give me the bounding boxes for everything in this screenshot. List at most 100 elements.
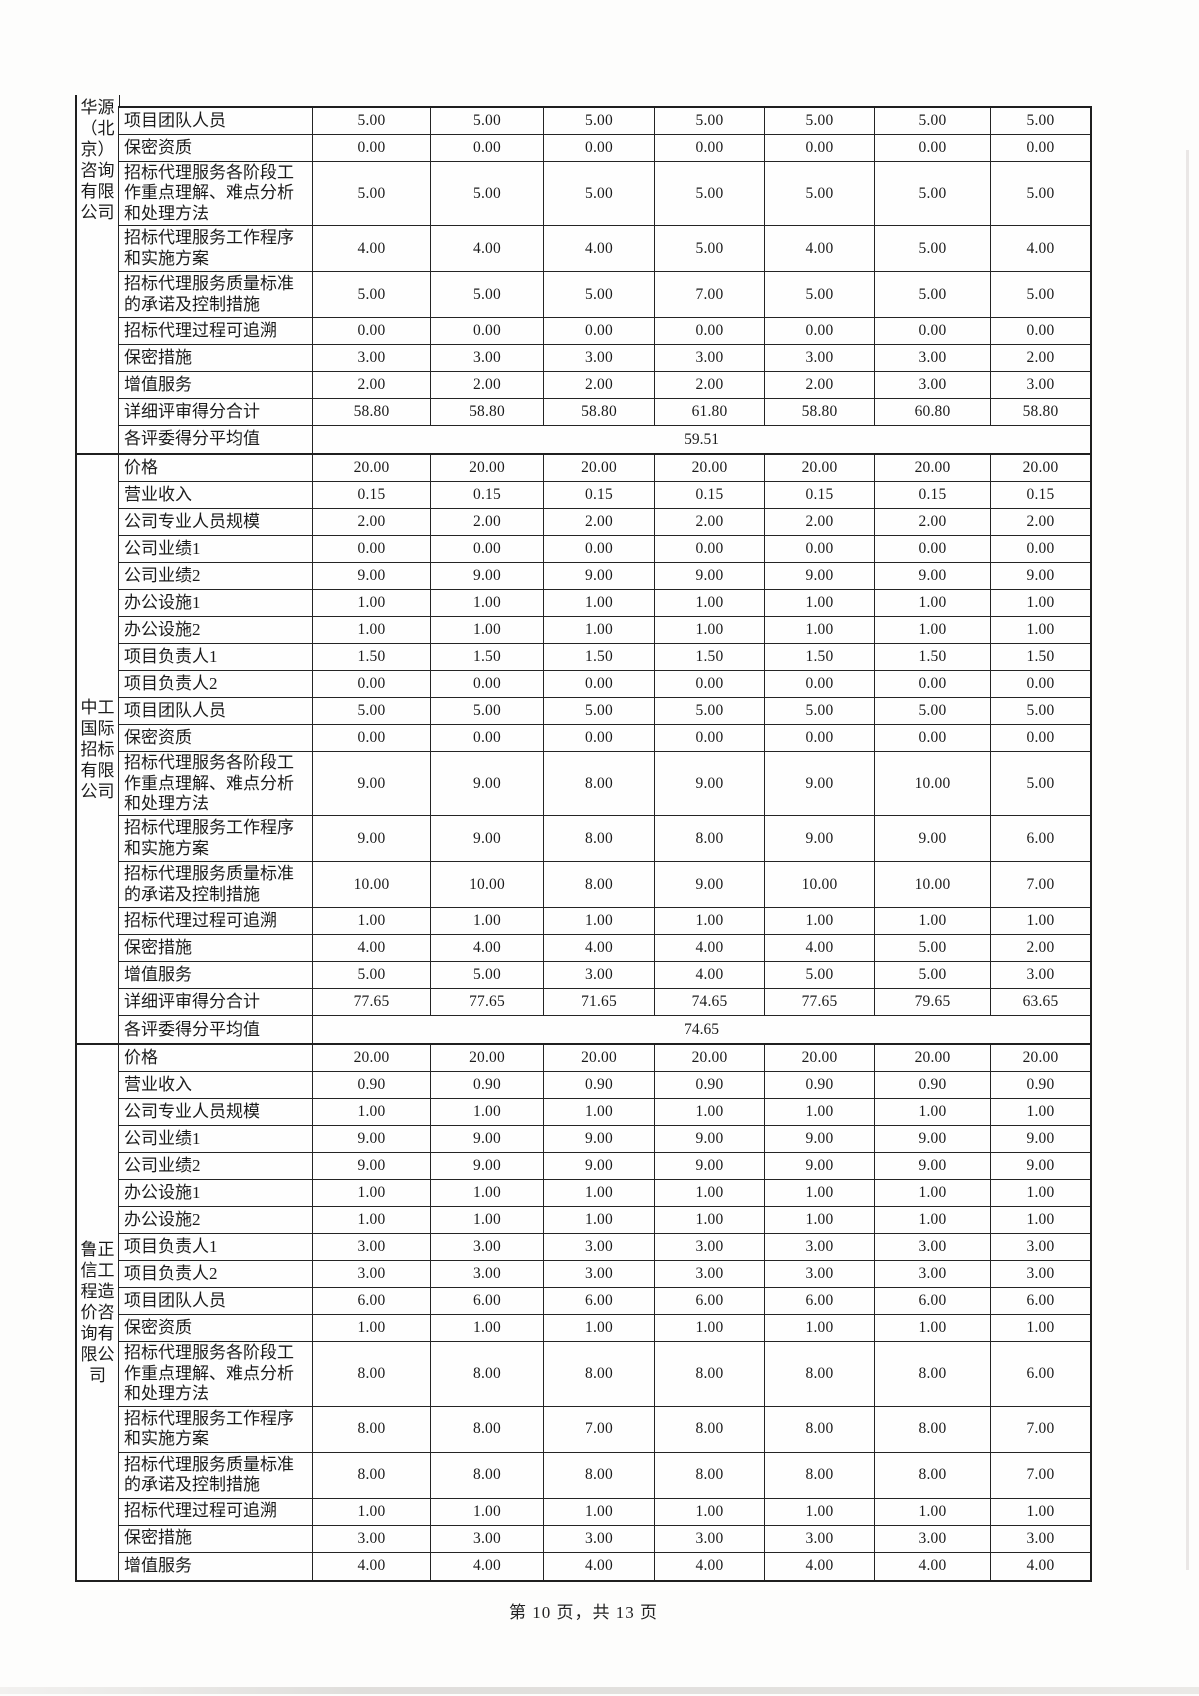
score-cell: 1.00 bbox=[655, 617, 765, 644]
score-cell: 0.00 bbox=[875, 536, 991, 563]
average-score: 59.51 bbox=[684, 430, 719, 448]
table-row: 招标代理服务质量标准的承诺及控制措施 10.00 10.00 8.00 9.00 10.0… bbox=[119, 862, 1090, 909]
score-cell: 20.00 bbox=[1022, 1049, 1059, 1067]
table-row: 公司专业人员规模 1.00 1.00 1.00 1.00 1.00 1.00 1.00 bbox=[119, 1099, 1090, 1127]
criteria-label: 招标代理过程可追溯 bbox=[119, 908, 313, 935]
score-cell: 9.00 bbox=[765, 1126, 875, 1153]
score-cell: 9.00 bbox=[1026, 1130, 1055, 1148]
score-cell: 1.00 bbox=[431, 617, 544, 644]
score-cell: 1.00 bbox=[1026, 594, 1055, 612]
score-cell: 0.00 bbox=[655, 135, 765, 161]
section-rows: 价格 20.00 20.00 20.00 20.00 20.00 20.00 20.00 营业收… bbox=[119, 1045, 1090, 1580]
table-row: 项目团队人员 6.00 6.00 6.00 6.00 6.00 6.00 6.00 bbox=[119, 1288, 1090, 1316]
score-cell: 1.00 bbox=[655, 1180, 765, 1207]
score-cell: 1.00 bbox=[544, 590, 655, 617]
score-cell: 20.00 bbox=[875, 1045, 991, 1072]
criteria-label: 保密措施 bbox=[119, 1525, 313, 1552]
score-cell: 1.00 bbox=[431, 1207, 544, 1234]
score-cell: 0.15 bbox=[655, 482, 765, 509]
score-cell: 3.00 bbox=[544, 345, 655, 372]
score-cell: 5.00 bbox=[431, 272, 544, 318]
score-cell: 0.15 bbox=[431, 482, 544, 509]
table-row: 保密措施 3.00 3.00 3.00 3.00 3.00 3.00 2.00 bbox=[119, 345, 1090, 373]
company-name: 中工 国际 招标 有限 公司 bbox=[80, 697, 115, 801]
score-cell: 3.00 bbox=[1026, 376, 1055, 394]
score-cell: 6.00 bbox=[544, 1288, 655, 1315]
score-cell: 20.00 bbox=[431, 455, 544, 482]
score-cell: 2.00 bbox=[313, 372, 431, 399]
score-cell: 1.00 bbox=[875, 908, 991, 935]
score-cell: 4.00 bbox=[655, 962, 765, 989]
table-row: 招标代理过程可追溯 0.00 0.00 0.00 0.00 0.00 0.00 0.00 bbox=[119, 318, 1090, 346]
score-cell: 3.00 bbox=[875, 1261, 991, 1288]
score-cell: 3.00 bbox=[765, 1234, 875, 1261]
score-cell: 0.00 bbox=[875, 725, 991, 752]
score-cell: 2.00 bbox=[313, 509, 431, 536]
table-row: 价格 20.00 20.00 20.00 20.00 20.00 20.00 20.00 bbox=[119, 455, 1090, 483]
table-row: 招标代理过程可追溯 1.00 1.00 1.00 1.00 1.00 1.00 1.00 bbox=[119, 1498, 1090, 1526]
score-cell: 3.00 bbox=[431, 345, 544, 372]
criteria-label: 办公设施2 bbox=[119, 617, 313, 644]
table-row: 招标代理服务工作程序和实施方案 4.00 4.00 4.00 5.00 4.00 5.00 4… bbox=[119, 226, 1090, 273]
score-cell: 9.00 bbox=[655, 1126, 765, 1153]
score-cell: 1.50 bbox=[313, 644, 431, 671]
table-row: 详细评审得分合计 58.80 58.80 58.80 61.80 58.80 60.80 58… bbox=[119, 399, 1090, 427]
score-cell: 9.00 bbox=[1026, 1157, 1055, 1175]
score-cell: 20.00 bbox=[655, 1045, 765, 1072]
score-cell: 0.90 bbox=[313, 1072, 431, 1099]
table-row: 公司业绩2 9.00 9.00 9.00 9.00 9.00 9.00 9.00 bbox=[119, 1153, 1090, 1181]
score-cell: 3.00 bbox=[655, 345, 765, 372]
score-cell: 9.00 bbox=[544, 563, 655, 590]
criteria-label: 项目负责人1 bbox=[119, 1234, 313, 1261]
average-score: 74.65 bbox=[684, 1020, 719, 1038]
score-cell: 2.00 bbox=[655, 372, 765, 399]
score-cell: 0.00 bbox=[655, 725, 765, 752]
score-cell: 0.00 bbox=[313, 671, 431, 698]
score-cell: 71.65 bbox=[544, 989, 655, 1016]
score-cell: 0.00 bbox=[1026, 675, 1055, 693]
score-cell: 3.00 bbox=[544, 1234, 655, 1261]
score-cell: 20.00 bbox=[313, 455, 431, 482]
page-footer: 第 10 页，共 13 页 bbox=[509, 1603, 658, 1622]
score-cell: 8.00 bbox=[655, 1452, 765, 1498]
criteria-label: 公司业绩2 bbox=[119, 1153, 313, 1180]
score-cell: 9.00 bbox=[875, 816, 991, 862]
criteria-label: 办公设施2 bbox=[119, 1207, 313, 1234]
score-cell: 1.00 bbox=[313, 1498, 431, 1525]
score-cell: 1.00 bbox=[313, 1180, 431, 1207]
score-cell: 0.00 bbox=[655, 318, 765, 345]
score-cell: 1.00 bbox=[655, 1207, 765, 1234]
score-cell: 1.00 bbox=[655, 1315, 765, 1342]
table-row: 保密资质 0.00 0.00 0.00 0.00 0.00 0.00 0.00 bbox=[119, 725, 1090, 753]
table-row: 招标代理服务各阶段工作重点理解、难点分析和处理方法 9.00 9.00 8.00 9.0… bbox=[119, 752, 1090, 817]
score-cell: 0.15 bbox=[875, 482, 991, 509]
criteria-label: 招标代理服务各阶段工作重点理解、难点分析和处理方法 bbox=[119, 752, 313, 816]
score-cell: 9.00 bbox=[875, 563, 991, 590]
score-cell: 1.50 bbox=[544, 644, 655, 671]
score-cell: 0.00 bbox=[431, 671, 544, 698]
score-cell: 0.90 bbox=[1026, 1076, 1055, 1094]
score-cell: 4.00 bbox=[544, 1552, 655, 1580]
score-cell: 5.00 bbox=[765, 108, 875, 134]
score-cell: 58.80 bbox=[544, 399, 655, 426]
score-cell: 1.00 bbox=[313, 617, 431, 644]
score-cell: 5.00 bbox=[765, 698, 875, 725]
score-cell: 6.00 bbox=[1026, 1292, 1055, 1310]
score-cell: 0.15 bbox=[313, 482, 431, 509]
score-cell: 9.00 bbox=[655, 1153, 765, 1180]
score-cell: 0.00 bbox=[313, 536, 431, 563]
score-cell: 5.00 bbox=[1026, 112, 1055, 129]
scan-artifact-bottom bbox=[0, 1687, 1199, 1694]
score-cell: 0.00 bbox=[765, 671, 875, 698]
score-cell: 7.00 bbox=[655, 272, 765, 318]
score-cell: 8.00 bbox=[655, 1342, 765, 1406]
score-cell: 5.00 bbox=[1026, 184, 1055, 202]
score-cell: 20.00 bbox=[544, 1045, 655, 1072]
score-cell: 8.00 bbox=[544, 752, 655, 816]
score-cell: 4.00 bbox=[765, 935, 875, 962]
company-section: 华源 （北 京） 咨询 有限 公司 项目团队人员 5.00 5.00 5.00 5.00 5… bbox=[77, 98, 1090, 454]
score-cell: 0.00 bbox=[313, 725, 431, 752]
score-cell: 3.00 bbox=[765, 345, 875, 372]
score-cell: 3.00 bbox=[875, 1525, 991, 1552]
score-cell: 5.00 bbox=[1026, 774, 1055, 792]
